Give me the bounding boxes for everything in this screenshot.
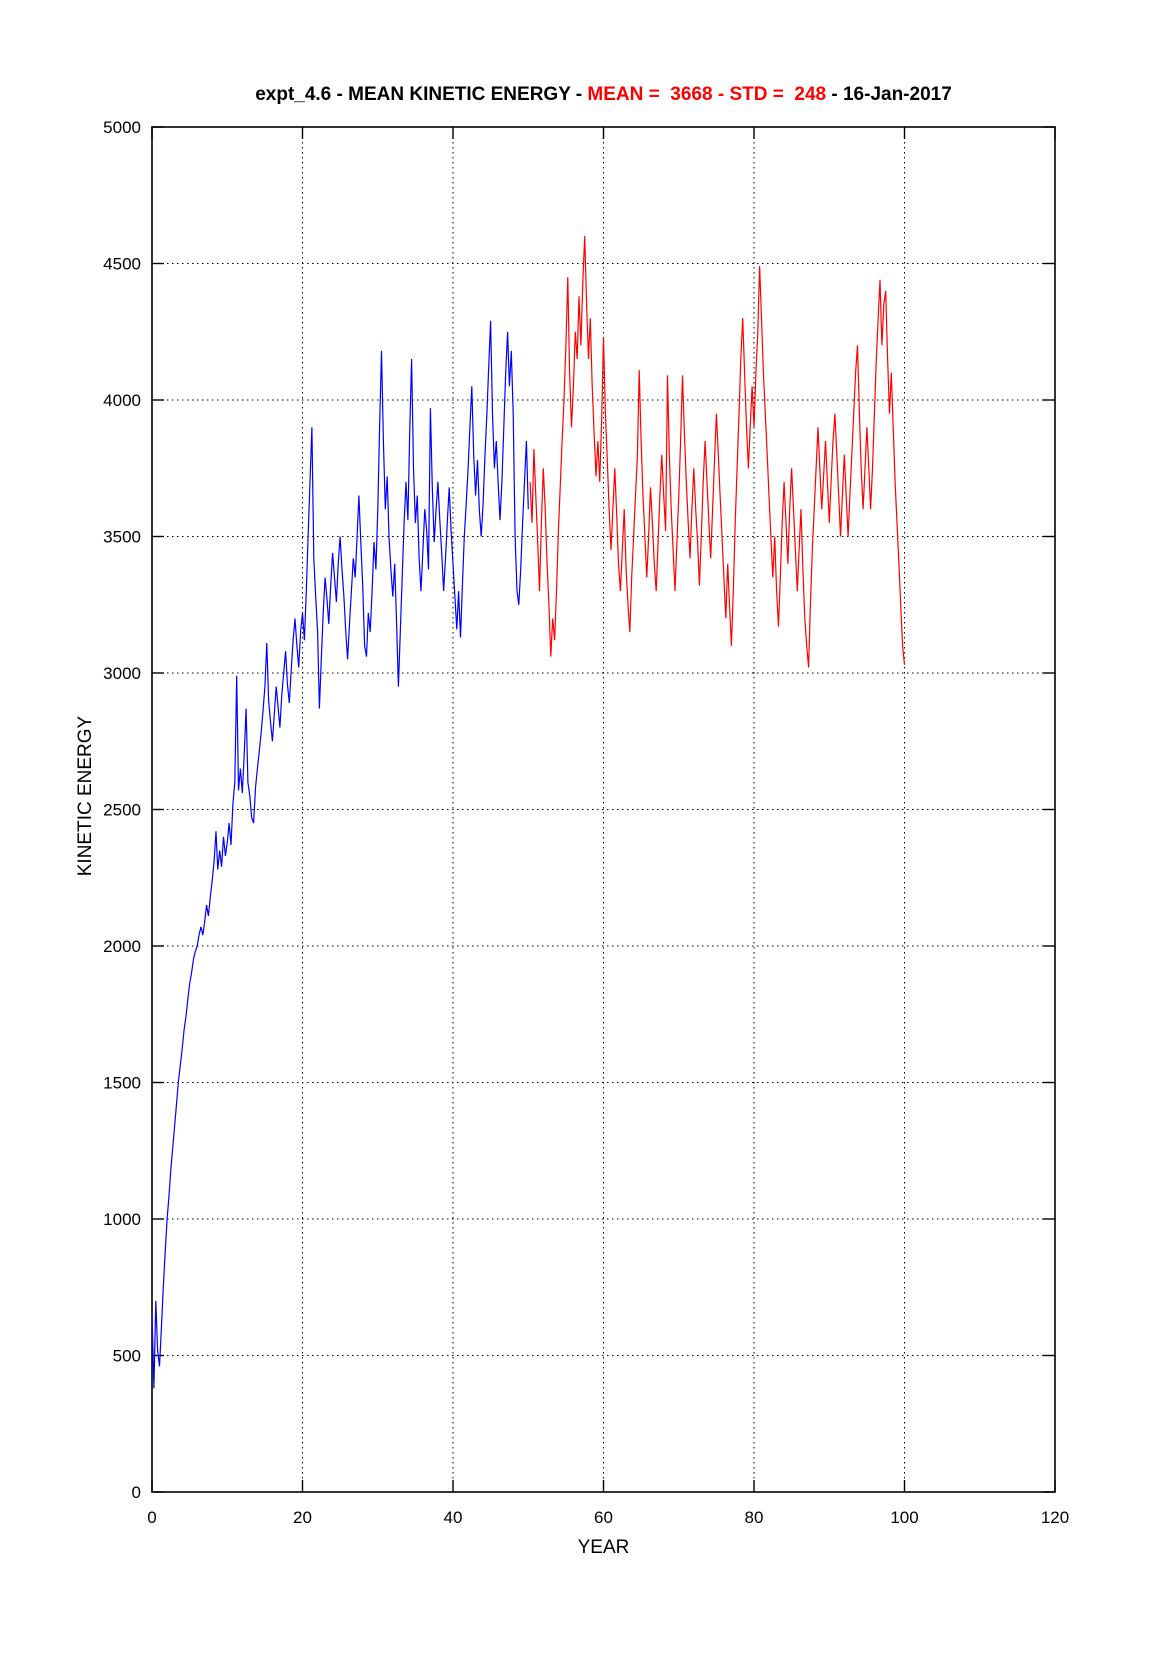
x-tick-label: 60 — [594, 1508, 613, 1527]
y-tick-label: 0 — [132, 1483, 141, 1502]
y-tick-label: 4500 — [103, 255, 141, 274]
y-tick-label: 4000 — [103, 391, 141, 410]
axis-ticks — [151, 126, 1056, 1493]
x-tick-label: 20 — [293, 1508, 312, 1527]
title-experiment-label: expt_4.6 - MEAN KINETIC ENERGY - — [255, 84, 588, 105]
x-tick-label: 80 — [745, 1508, 764, 1527]
series-extension — [529, 236, 906, 668]
title-mean-std-stats: MEAN = 3668 - STD = 248 — [587, 84, 827, 105]
y-tick-label: 3000 — [103, 664, 141, 683]
x-tick-label: 120 — [1041, 1508, 1069, 1527]
x-tick-labels: 0 20 40 60 80 100 120 — [147, 1508, 1069, 1527]
y-tick-label: 5000 — [103, 118, 141, 137]
y-tick-label: 1500 — [103, 1074, 141, 1093]
x-tick-label: 100 — [890, 1508, 918, 1527]
x-axis-label: YEAR — [577, 1537, 630, 1558]
chart-title: expt_4.6 - MEAN KINETIC ENERGY - MEAN = … — [152, 84, 1055, 106]
series-spinup — [151, 320, 529, 1389]
y-tick-labels: 0 500 1000 1500 2000 2500 3000 3500 4000 4500 5000 — [103, 118, 141, 1502]
y-tick-label: 2000 — [103, 937, 141, 956]
y-tick-label: 3500 — [103, 528, 141, 547]
title-date: - 16-Jan-2017 — [826, 84, 952, 105]
grid-lines — [152, 127, 1055, 1492]
y-tick-label: 500 — [113, 1347, 141, 1366]
y-tick-label: 2500 — [103, 801, 141, 820]
x-tick-label: 40 — [444, 1508, 463, 1527]
x-tick-label: 0 — [147, 1508, 156, 1527]
y-tick-label: 1000 — [103, 1210, 141, 1229]
